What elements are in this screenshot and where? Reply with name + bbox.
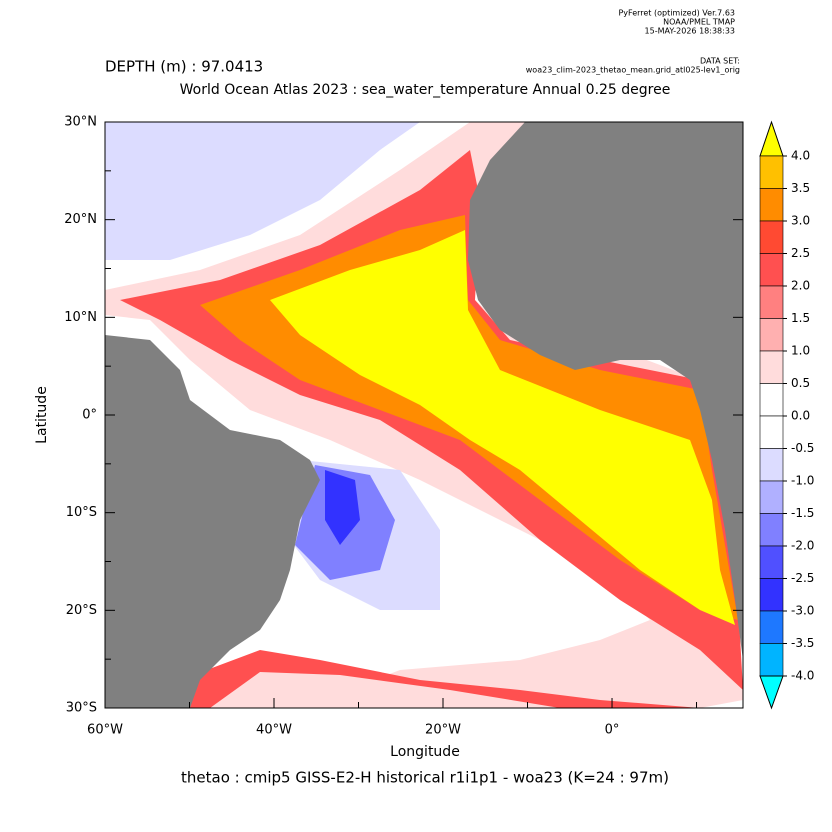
- south-pale: [210, 672, 560, 708]
- footer: thetao : cmip5 GISS-E2-H historical r1i1…: [181, 769, 669, 787]
- colorbar-segment: [759, 578, 784, 612]
- org: NOAA/PMEL TMAP: [663, 18, 735, 27]
- colorbar-segment: [759, 448, 784, 482]
- colorbar-label: 2.5: [791, 246, 810, 260]
- colorbar-segment: [759, 253, 784, 287]
- colorbar-segment: [759, 285, 784, 319]
- y-tick-label: 30°S: [66, 701, 97, 716]
- colorbar-triangle-bottom: [759, 675, 784, 710]
- colorbar-segment: [759, 643, 784, 677]
- coldest-patch: [325, 470, 360, 545]
- title: World Ocean Atlas 2023 : sea_water_tempe…: [180, 82, 671, 98]
- y-tick-label: 10°N: [64, 310, 97, 325]
- x-tick-label: 40°W: [256, 723, 292, 738]
- colorbar-label: 3.5: [791, 181, 810, 195]
- y-tick-label: 20°S: [66, 603, 97, 618]
- colorbar-segment: [759, 318, 784, 352]
- y-tick-label: 10°S: [66, 505, 97, 520]
- y-axis-label: Latitude: [34, 386, 50, 444]
- colorbar-label: -1.5: [791, 506, 814, 520]
- colorbar-label: 1.5: [791, 311, 810, 325]
- colorbar-label: -3.5: [791, 636, 814, 650]
- axes: 60°W 40°W 20°W 0° 30°N 20°N 10°N 0° 10°S 20°S 30°S…: [64, 115, 814, 738]
- colorbar-segment: [759, 383, 784, 417]
- depth: DEPTH (m) : 97.0413: [105, 58, 263, 76]
- colorbar-label: 3.0: [791, 214, 810, 228]
- colorbar-label: 1.0: [791, 344, 810, 358]
- y-tick-label: 30°N: [64, 115, 97, 130]
- colorbar-segment: [759, 415, 784, 449]
- y-tick-label: 0°: [82, 408, 97, 423]
- colorbar-label: 0.5: [791, 376, 810, 390]
- dataset-label: DATA SET:: [700, 57, 740, 66]
- africa: [468, 122, 743, 660]
- dataset: woa23_clim-2023_thetao_mean.grid_atl025-…: [526, 66, 740, 75]
- colorbar-segment: [759, 610, 784, 644]
- colorbar-segment: [759, 188, 784, 222]
- x-axis-label: Longitude: [390, 744, 460, 760]
- x-tick-label: 20°W: [425, 723, 461, 738]
- field: [105, 122, 743, 708]
- colorbar-label: -4.0: [791, 669, 814, 683]
- colorbar-segment: [759, 545, 784, 579]
- colorbar-label: 4.0: [791, 149, 810, 163]
- colorbar-label: 2.0: [791, 279, 810, 293]
- colorbar-label: -2.5: [791, 571, 814, 585]
- colorbar-label: -1.0: [791, 474, 814, 488]
- colorbar-segment: [759, 513, 784, 547]
- timestamp: 15-MAY-2026 18:38:33: [645, 27, 735, 36]
- colorbar-triangle-top: [759, 120, 784, 157]
- x-tick-label: 60°W: [87, 723, 123, 738]
- colorbar-label: -3.0: [791, 604, 814, 618]
- colorbar-label: -0.5: [791, 441, 814, 455]
- colorbar-segment: [759, 220, 784, 254]
- y-tick-label: 20°N: [64, 212, 97, 227]
- x-tick-label: 0°: [605, 723, 620, 738]
- colorbar-segment: [759, 480, 784, 514]
- software: PyFerret (optimized) Ver.7.63: [618, 9, 735, 18]
- south-america: [105, 335, 320, 708]
- cool-patch: [105, 122, 420, 260]
- colorbar-segment: [759, 155, 784, 189]
- colorbar-label: 0.0: [791, 409, 810, 423]
- colorbar-label: -2.0: [791, 539, 814, 553]
- hottest-core: [270, 230, 735, 625]
- colorbar-segment: [759, 350, 784, 384]
